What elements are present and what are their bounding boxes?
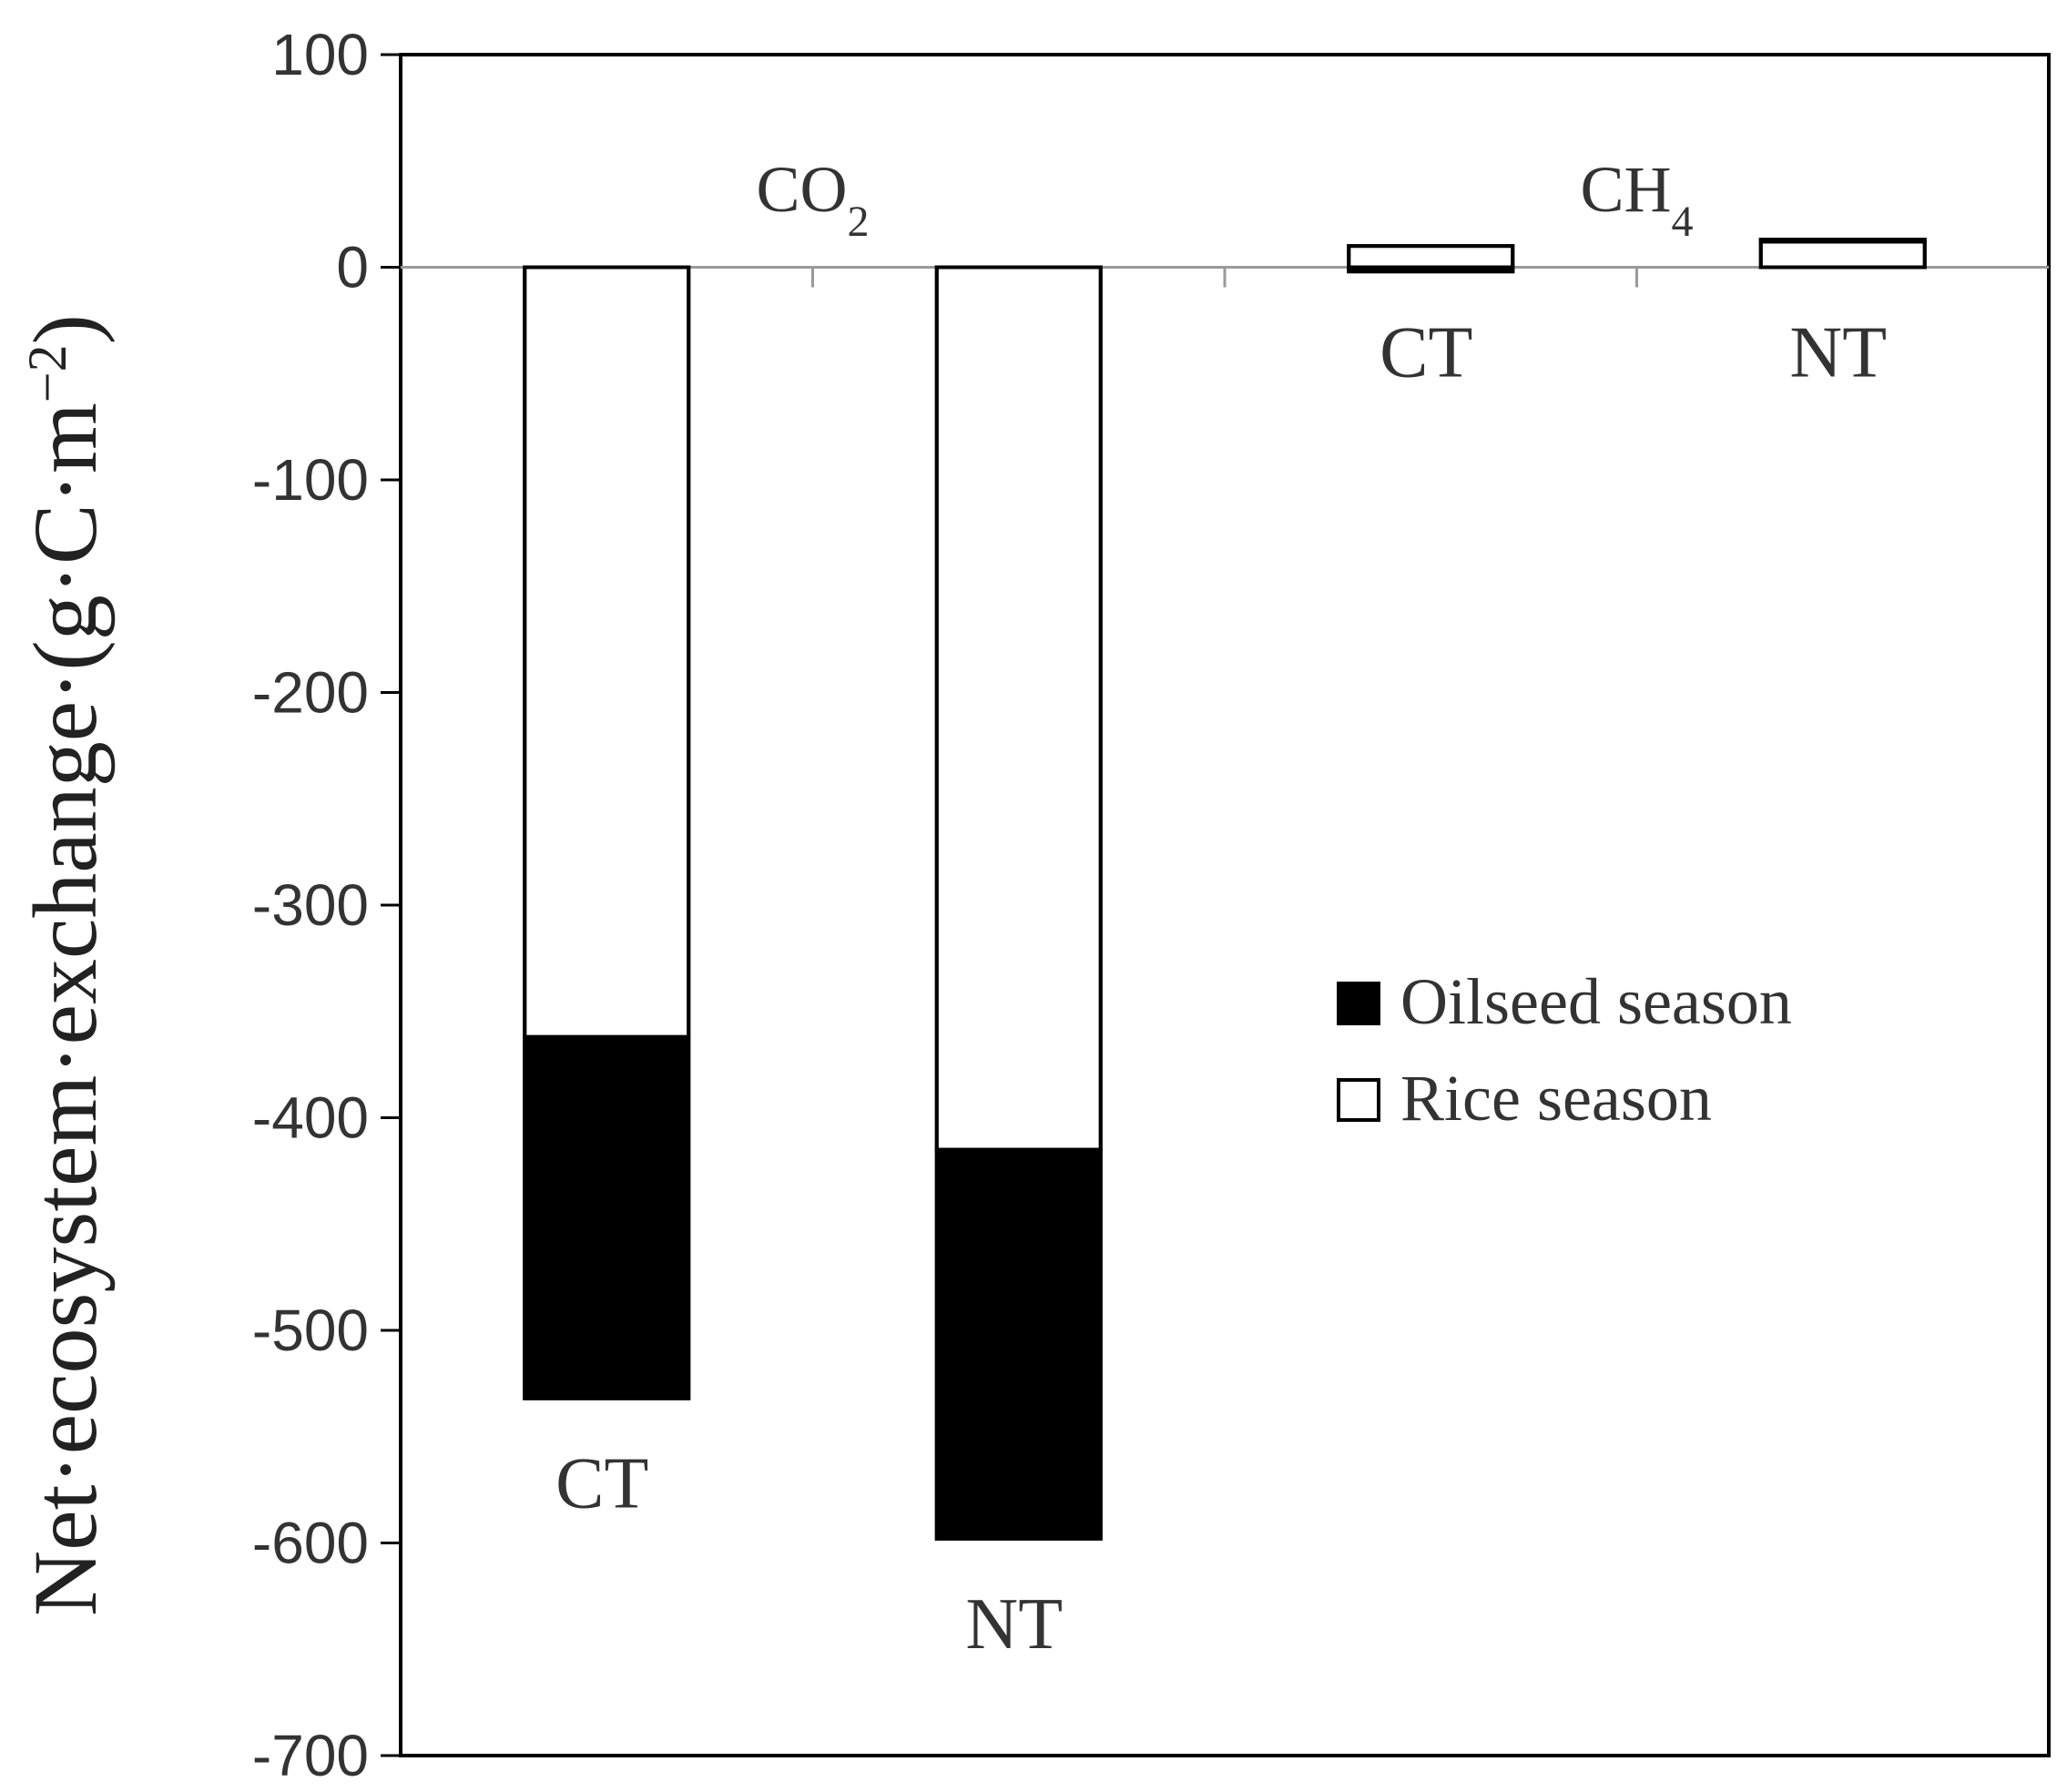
bar-rice-season xyxy=(1347,244,1515,270)
bar-rice-season xyxy=(523,265,691,1039)
y-tick-label: -400 xyxy=(252,1085,369,1151)
category-label: NT xyxy=(1789,313,1887,393)
bar-oilseed-season xyxy=(523,1034,691,1400)
bar-outline xyxy=(934,265,1103,1541)
group-label: CO2 xyxy=(756,153,869,246)
y-tick-label: 0 xyxy=(336,235,369,300)
legend-swatch xyxy=(1337,1078,1380,1122)
category-label: NT xyxy=(965,1584,1063,1665)
bar-oilseed-season xyxy=(934,1147,1103,1541)
category-label: CT xyxy=(555,1444,648,1524)
legend: Oilseed season Rice season xyxy=(1337,965,1792,1135)
category-label: CT xyxy=(1380,313,1472,393)
y-axis-title-main: Net·ecosystem·exchange·(g·C xyxy=(15,504,116,1616)
y-axis-title-exponent: −2 xyxy=(17,344,77,402)
bar-outline xyxy=(523,265,691,1400)
category-labels: CT NT CT NT xyxy=(555,313,1887,1665)
bar-rice-season xyxy=(1758,239,1927,270)
y-tick-label: -600 xyxy=(252,1511,369,1576)
group-label: CH4 xyxy=(1580,153,1693,246)
y-axis-title-sep: · xyxy=(15,473,116,504)
y-axis-title-close: ) xyxy=(15,314,116,344)
y-tick-label: 100 xyxy=(271,22,369,87)
bar-rice-season xyxy=(934,265,1103,1152)
y-tick-label: -300 xyxy=(252,872,369,938)
y-tick-label: -200 xyxy=(252,660,369,726)
bar-outline xyxy=(1758,238,1927,270)
y-tick-label: -500 xyxy=(252,1298,369,1363)
y-axis-title: Net·ecosystem·exchange·(g·C·m−2) xyxy=(15,314,116,1616)
y-axis-title-unit: m xyxy=(15,402,116,473)
y-tick-label: -700 xyxy=(252,1723,369,1788)
legend-swatch xyxy=(1337,982,1380,1025)
bar-outline xyxy=(1347,244,1515,274)
legend-label: Oilseed season xyxy=(1400,965,1792,1038)
y-tick-label: -100 xyxy=(252,447,369,513)
group-labels: CO2 CH4 xyxy=(756,153,1693,246)
legend-label: Rice season xyxy=(1400,1062,1712,1135)
y-axis: 100 0 -100 -200 -300 -400 -500 -600 -700 xyxy=(252,22,401,1788)
bars xyxy=(523,238,1927,1541)
